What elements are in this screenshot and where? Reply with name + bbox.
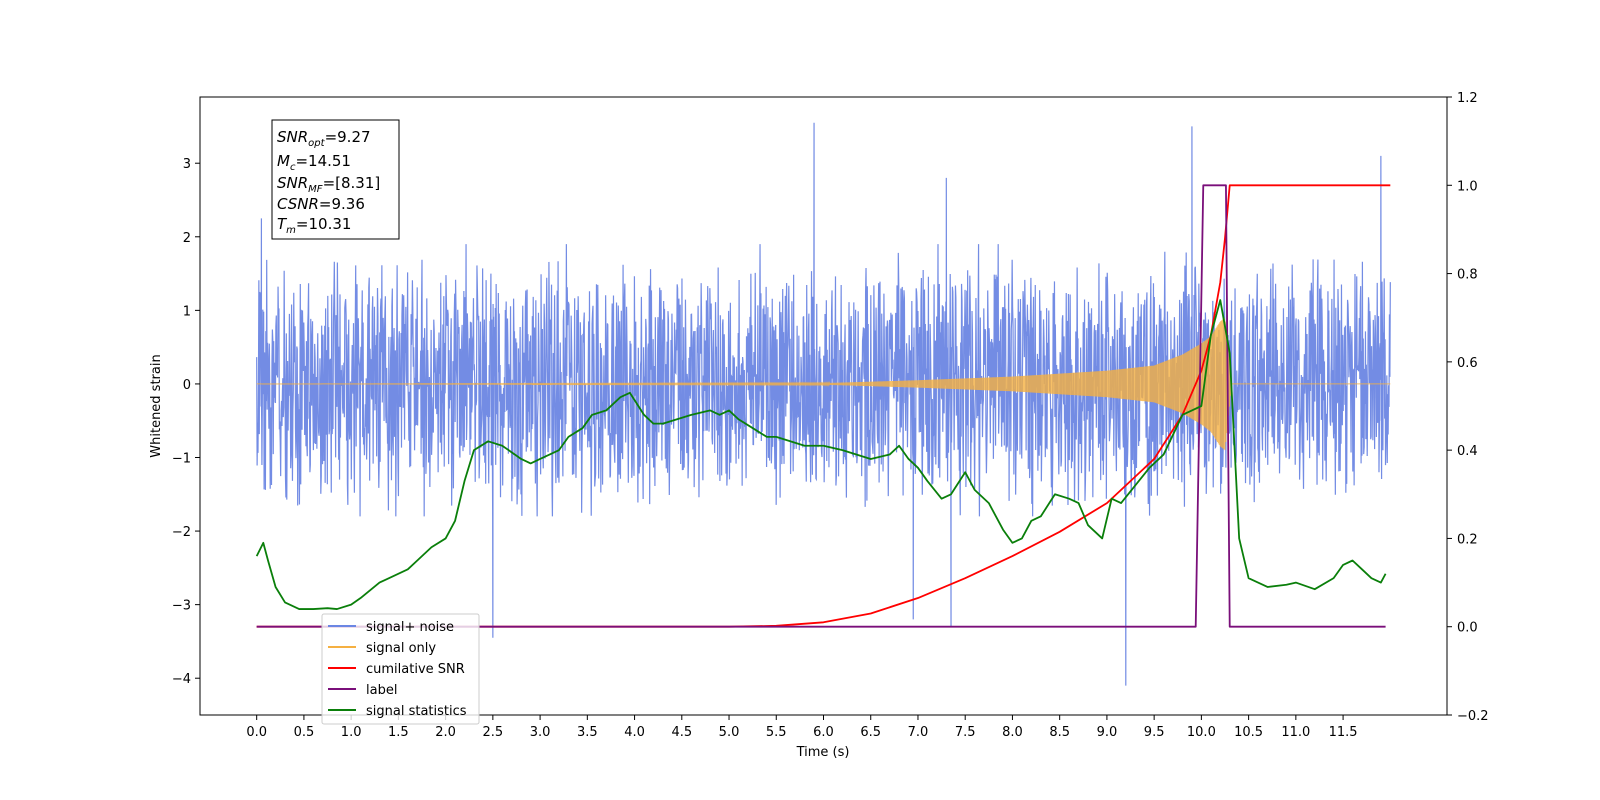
x-tick-label: 10.5 (1234, 725, 1263, 740)
x-tick-label: 11.5 (1329, 725, 1358, 740)
x-tick-label: 0.5 (294, 725, 315, 740)
x-tick-label: 4.0 (624, 725, 645, 740)
x-tick-label: 4.5 (671, 725, 692, 740)
y-tick-label: 0 (183, 378, 191, 393)
y2-tick-label: −0.2 (1457, 709, 1489, 724)
stats-box-frame (271, 119, 400, 240)
stats-box: SNRopt=9.27 Mc=14.51 SNRMF=[8.31] CSNR=9… (271, 119, 400, 240)
x-tick-label: 2.0 (435, 725, 456, 740)
legend-label-label: label (366, 683, 397, 698)
y2-tick-label: 1.0 (1457, 179, 1478, 194)
x-tick-label: 0.0 (246, 725, 267, 740)
x-tick-label: 6.0 (813, 725, 834, 740)
series-signal-statistics (255, 299, 1387, 610)
legend-label-cumulative-snr: cumilative SNR (366, 662, 465, 677)
x-tick-label: 5.5 (766, 725, 787, 740)
y-tick-label: 2 (183, 231, 191, 246)
x-tick-label: 3.5 (577, 725, 598, 740)
y-tick-label: −1 (172, 452, 191, 467)
x-axis-label: Time (s) (796, 745, 850, 760)
y2-tick-label: 0.8 (1457, 268, 1478, 283)
legend-label-signal-only: signal only (366, 641, 436, 656)
y2-tick-label: 0.6 (1457, 356, 1478, 371)
series-signal-plus-noise (256, 122, 1391, 686)
y-tick-label: −3 (172, 599, 191, 614)
x-tick-label: 2.5 (483, 725, 504, 740)
x-tick-label: 8.5 (1049, 725, 1070, 740)
x-tick-label: 7.5 (955, 725, 976, 740)
y2-tick-label: 1.2 (1457, 91, 1478, 106)
axes-layer: 0.0 0.5 1.0 1.5 2.0 2.5 3.0 3.5 4.0 4.5 5.0 5.5 6.0 6… (172, 91, 1489, 740)
legend: signal+ noise signal only cumilative SNR… (321, 613, 480, 725)
legend-frame (321, 613, 480, 725)
series-layer (255, 122, 1391, 686)
x-tick-label: 5.0 (719, 725, 740, 740)
x-tick-label: 8.0 (1002, 725, 1023, 740)
x-tick-label: 9.5 (1144, 725, 1165, 740)
x-tick-label: 9.0 (1097, 725, 1118, 740)
stat-csnr: CSNR=9.36 (277, 195, 365, 213)
stat-tm: Tm=10.31 (277, 215, 351, 236)
stat-snr-mf: SNRMF=[8.31] (277, 174, 380, 195)
x-tick-label: 10.0 (1187, 725, 1216, 740)
x-tick-label: 3.0 (530, 725, 551, 740)
stat-mc: Mc=14.51 (277, 152, 351, 173)
y2-tick-label: 0.2 (1457, 532, 1478, 547)
legend-label-signal-noise: signal+ noise (366, 620, 454, 635)
x-tick-label: 6.5 (860, 725, 881, 740)
y-tick-label: −2 (172, 525, 191, 540)
y-tick-label: 3 (183, 157, 191, 172)
y-tick-label: 1 (183, 304, 191, 319)
x-tick-label: 1.5 (388, 725, 409, 740)
y-tick-label: −4 (172, 672, 191, 687)
series-cumulative-snr (256, 184, 1391, 628)
x-tick-label: 11.0 (1281, 725, 1310, 740)
series-signal-only (256, 318, 1391, 451)
y2-tick-label: 0.4 (1457, 444, 1478, 459)
x-tick-label: 7.0 (908, 725, 929, 740)
y-axis-label: Whitened strain (149, 354, 164, 457)
y2-tick-label: 0.0 (1457, 621, 1478, 636)
series-label (256, 184, 1386, 628)
x-tick-label: 1.0 (341, 725, 362, 740)
legend-label-signal-statistics: signal statistics (366, 704, 467, 719)
stat-snr-opt: SNRopt=9.27 (277, 128, 371, 149)
